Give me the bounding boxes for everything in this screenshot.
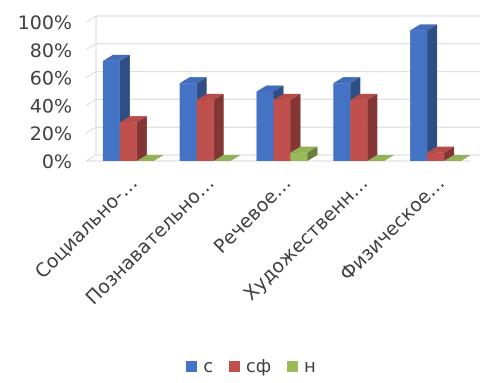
bar-top-н-2	[290, 146, 318, 153]
bar-top-с-1	[179, 77, 207, 84]
bar-сф-0	[119, 122, 137, 161]
bar-side-сф-3	[367, 93, 378, 161]
bar-top-сф-2	[273, 93, 301, 100]
bar-с-2	[256, 91, 274, 161]
bar-н-2	[290, 152, 308, 161]
bar-top-сф-0	[119, 116, 147, 123]
y-tick-label: 0%	[42, 151, 72, 173]
bar-сф-3	[350, 99, 368, 161]
bar-top-н-4	[444, 155, 472, 161]
legend-swatch-s	[186, 361, 198, 372]
bar-side-с-4	[427, 24, 438, 162]
gridline-side	[85, 15, 97, 23]
bar-с-4	[410, 30, 428, 162]
bar-top-с-0	[102, 54, 130, 61]
y-tick-label: 40%	[30, 95, 72, 117]
bar-side-сф-4	[444, 146, 455, 161]
bar-top-сф-3	[350, 93, 378, 100]
legend-item-n: н	[286, 356, 316, 377]
legend-item-s: с	[186, 356, 213, 377]
bar-side-сф-1	[213, 93, 224, 161]
y-tick-label: 60%	[30, 68, 72, 90]
bar-top-сф-4	[427, 146, 455, 153]
legend-label-sf: сф	[245, 356, 272, 377]
bar-top-с-4	[410, 24, 438, 31]
bar-side-н-2	[307, 146, 318, 161]
legend-swatch-sf	[228, 361, 240, 372]
gridline-side	[85, 71, 97, 79]
bar-side-сф-2	[290, 93, 301, 161]
legend: с сф н	[0, 356, 502, 377]
y-tick-label: 80%	[30, 40, 72, 62]
bar-top-сф-1	[196, 93, 224, 100]
bar-top-н-0	[136, 155, 164, 161]
bar-top-н-3	[367, 155, 395, 161]
legend-item-sf: сф	[228, 356, 272, 377]
gridline-side	[85, 154, 97, 162]
bar-top-с-2	[256, 85, 284, 92]
legend-label-s: с	[203, 356, 214, 377]
gridline-side	[85, 98, 97, 106]
bar-с-1	[179, 83, 197, 161]
x-tick-label: Познавательно…	[82, 172, 219, 309]
y-tick-label: 100%	[18, 12, 72, 34]
y-tick-label: 20%	[30, 123, 72, 145]
bar-side-сф-0	[136, 116, 147, 161]
gridline-side	[85, 43, 97, 51]
legend-swatch-n	[286, 361, 298, 372]
bar-с-0	[102, 60, 120, 161]
bar-top-н-1	[213, 155, 241, 161]
gridline-side	[85, 126, 97, 134]
legend-label-n: н	[303, 356, 316, 377]
bar-с-3	[333, 83, 351, 161]
bar-сф-4	[427, 152, 445, 161]
bar-top-с-3	[333, 77, 361, 84]
bar-сф-2	[273, 99, 291, 161]
bar-сф-1	[196, 99, 214, 161]
